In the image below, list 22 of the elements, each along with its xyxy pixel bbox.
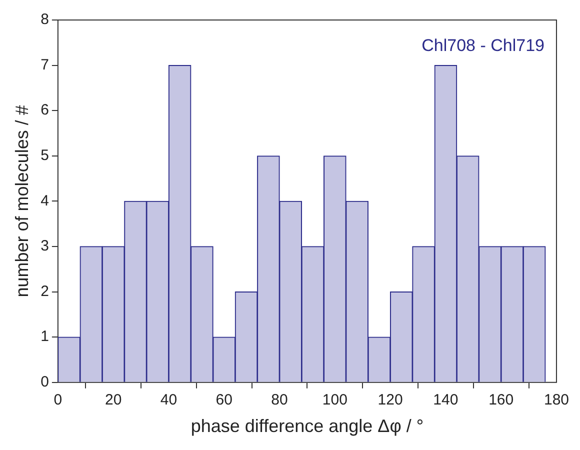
x-axis-title: phase difference angle Δφ / ° — [190, 416, 424, 436]
y-tick-label: 2 — [40, 282, 49, 300]
x-tick-label: 0 — [54, 392, 62, 409]
x-tick-label: 100 — [322, 392, 348, 409]
y-tick-label: 6 — [40, 102, 49, 119]
x-tick-label: 80 — [271, 392, 288, 409]
x-tick-label: 140 — [433, 392, 458, 409]
y-tick-label: 3 — [40, 238, 49, 255]
x-tick-label: 20 — [104, 392, 122, 409]
y-tick-label: 4 — [40, 192, 49, 210]
x-tick-label: 40 — [160, 392, 178, 409]
y-tick-label: 8 — [40, 11, 49, 28]
x-tick-label: 180 — [544, 392, 569, 409]
x-tick-label: 60 — [216, 392, 232, 409]
y-axis-title: number of molecules / # — [12, 105, 32, 298]
y-tick-label: 0 — [40, 374, 49, 391]
annotation: Chl708 - Chl719 — [422, 36, 544, 56]
y-tick-label: 5 — [40, 147, 49, 164]
x-tick-label: 120 — [378, 392, 403, 409]
x-tick-label: 160 — [488, 392, 514, 409]
y-tick-label: 7 — [40, 56, 49, 74]
y-tick-label: 1 — [40, 328, 49, 346]
